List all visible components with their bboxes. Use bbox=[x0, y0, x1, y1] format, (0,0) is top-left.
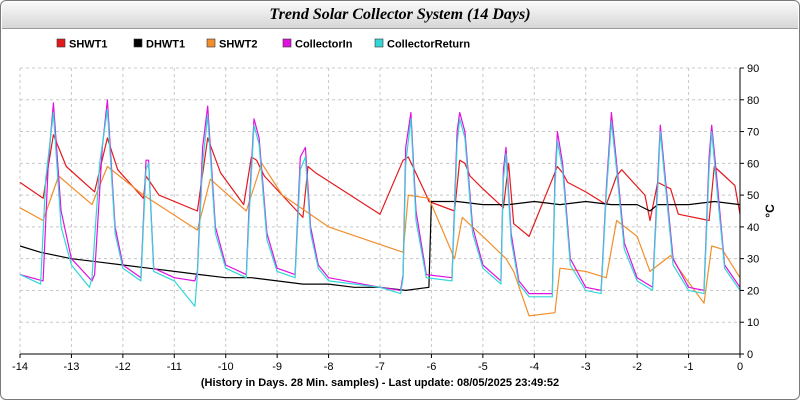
legend-swatch-dhwt1 bbox=[133, 38, 143, 48]
legend-label-dhwt1: DHWT1 bbox=[146, 39, 185, 51]
x-tick-label: -1 bbox=[684, 361, 694, 373]
axes: -14 -13 -12 -11 -10 -9 -8 -7 -6 -5 -4 -3 -2 -1 0010203… bbox=[12, 63, 759, 373]
y-tick-label: 60 bbox=[747, 158, 759, 170]
x-tick-label: -6 bbox=[427, 361, 437, 373]
y-tick-label: 70 bbox=[747, 127, 759, 139]
legend-swatch-shwt1 bbox=[56, 38, 66, 48]
x-tick-label: -9 bbox=[272, 361, 282, 373]
legend-label-collectorreturn: CollectorReturn bbox=[387, 39, 470, 51]
x-tick-label: -12 bbox=[115, 361, 131, 373]
legend-label-shwt1: SHWT1 bbox=[69, 39, 108, 51]
legend-swatch-collectorin bbox=[282, 38, 292, 48]
x-tick-label: -13 bbox=[63, 361, 79, 373]
y-tick-label: 10 bbox=[747, 317, 759, 329]
x-tick-label: -10 bbox=[218, 361, 234, 373]
x-axis-label: (History in Days. 28 Min. samples) - Las… bbox=[201, 377, 559, 389]
x-tick-label: -4 bbox=[529, 361, 539, 373]
y-tick-label: 0 bbox=[747, 349, 753, 361]
y-tick-label: 50 bbox=[747, 190, 759, 202]
y-tick-label: 20 bbox=[747, 285, 759, 297]
x-tick-label: -8 bbox=[324, 361, 334, 373]
x-tick-label: -5 bbox=[478, 361, 488, 373]
series-group bbox=[19, 99, 741, 317]
legend-label-collectorin: CollectorIn bbox=[295, 39, 353, 51]
title-bar: Trend Solar Collector System (14 Days) bbox=[2, 2, 798, 29]
y-tick-label: 40 bbox=[747, 222, 759, 234]
y-tick-label: 80 bbox=[747, 95, 759, 107]
y-tick-label: 90 bbox=[747, 63, 759, 75]
x-tick-label: -3 bbox=[581, 361, 591, 373]
legend-swatch-shwt2 bbox=[206, 38, 216, 48]
plot-area bbox=[20, 68, 740, 354]
x-tick-label: -14 bbox=[12, 361, 28, 373]
chart-title: Trend Solar Collector System (14 Days) bbox=[269, 6, 531, 23]
series-line-dhwt1 bbox=[19, 200, 741, 291]
series-line-shwt1 bbox=[19, 134, 741, 237]
legend-label-shwt2: SHWT2 bbox=[219, 39, 258, 51]
x-tick-label: -2 bbox=[632, 361, 642, 373]
x-tick-label: -7 bbox=[375, 361, 385, 373]
x-tick-label: 0 bbox=[737, 361, 743, 373]
y-tick-label: 30 bbox=[747, 254, 759, 266]
legend-swatch-collectorreturn bbox=[374, 38, 384, 48]
y-axis-label: °C bbox=[763, 204, 777, 218]
x-tick-label: -11 bbox=[167, 361, 182, 373]
legend: SHWT1 DHWT1 SHWT2 CollectorIn CollectorRetur… bbox=[56, 38, 470, 51]
series-line-collectorreturn bbox=[19, 108, 741, 307]
